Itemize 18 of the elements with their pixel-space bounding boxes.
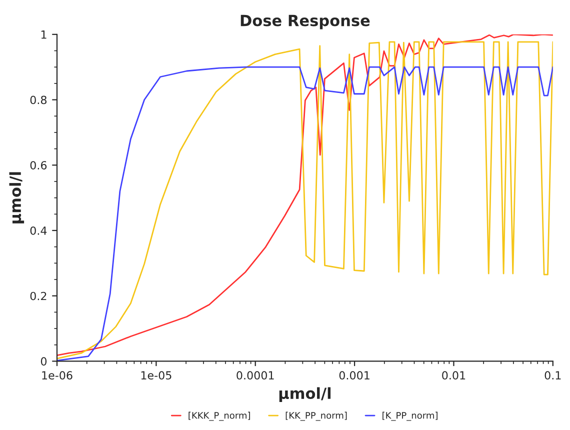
- y-tick-label: 1: [41, 30, 46, 39]
- y-tick-label: 0: [40, 357, 47, 366]
- x-tick-label: 0.0001: [236, 371, 274, 380]
- y-tick-label: 0.4: [30, 226, 47, 235]
- x-tick-label: 0.001: [339, 371, 370, 380]
- x-tick-label: 0.01: [442, 371, 466, 380]
- legend-label: [KKK_P_norm]: [188, 412, 250, 421]
- x-tick-label: 1e-06: [42, 371, 72, 380]
- y-tick-label: 0.6: [30, 161, 47, 170]
- x-tick-label: 1e-05: [141, 371, 172, 380]
- x-axis-title: µmol/l: [279, 387, 331, 402]
- y-tick-label: 0.2: [30, 292, 46, 300]
- legend-label: [KK_PP_norm]: [286, 412, 347, 421]
- chart-title: Dose Response: [240, 14, 370, 30]
- x-tick-label: 0.1: [544, 371, 561, 380]
- legend-label: [K_PP_norm]: [382, 412, 438, 421]
- y-tick-label: 0.8: [30, 96, 47, 104]
- y-axis-title: µmol/l: [9, 172, 24, 224]
